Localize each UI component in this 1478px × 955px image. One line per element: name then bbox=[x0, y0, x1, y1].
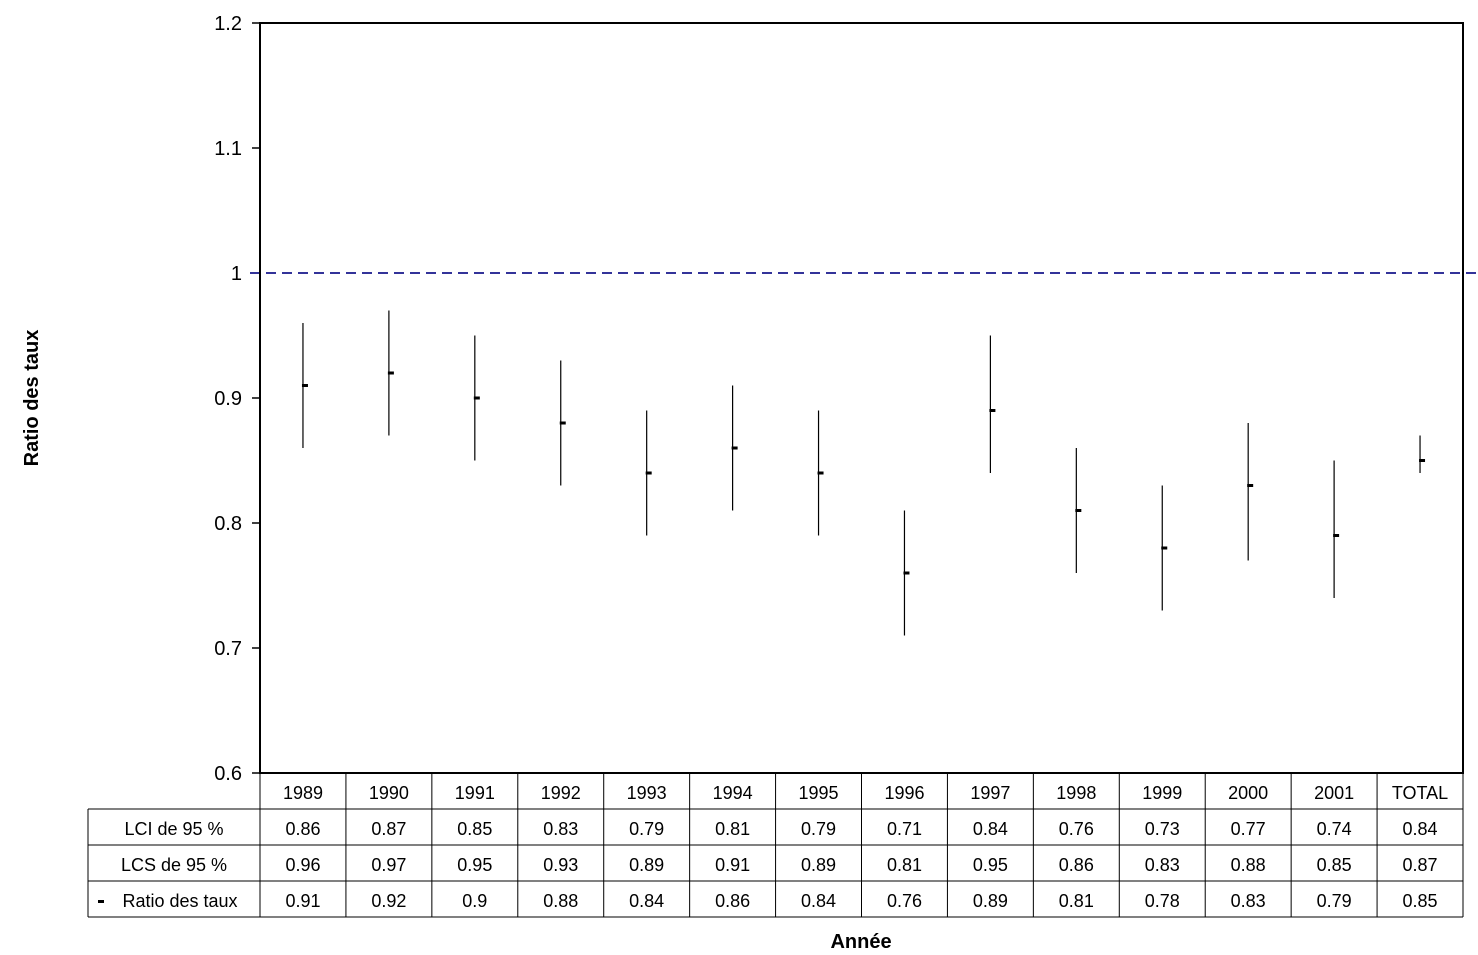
table-value-cell: 0.81 bbox=[887, 855, 922, 875]
table-row-label: LCS de 95 % bbox=[121, 855, 227, 875]
table-value-cell: 0.89 bbox=[973, 891, 1008, 911]
table-header-cell: 1992 bbox=[541, 783, 581, 803]
table-value-cell: 0.91 bbox=[285, 891, 320, 911]
table-header-cell: 1999 bbox=[1142, 783, 1182, 803]
table-value-cell: 0.9 bbox=[462, 891, 487, 911]
y-axis-label: Ratio des taux bbox=[21, 330, 43, 467]
x-axis-label: Année bbox=[830, 931, 891, 953]
data-table: 1989 1990 1991 1992 1993 1994 1995 1996 1997 1998… bbox=[87, 773, 1464, 918]
y-axis-ticks: 0.6 0.7 0.8 0.9 1 1.1 1.2 bbox=[214, 13, 260, 785]
table-header-cell: 1993 bbox=[627, 783, 667, 803]
y-tick-label: 0.9 bbox=[214, 388, 242, 410]
table-header-cell: 1989 bbox=[283, 783, 323, 803]
y-tick-label: 0.8 bbox=[214, 513, 242, 535]
ratio-marker bbox=[989, 409, 996, 412]
table-value-cell: 0.83 bbox=[1145, 855, 1180, 875]
table-value-cell: 0.88 bbox=[1231, 855, 1266, 875]
table-value-cell: 0.79 bbox=[629, 819, 664, 839]
data-marks bbox=[301, 310, 1426, 636]
table-header-cell: 1998 bbox=[1056, 783, 1096, 803]
table-value-cell: 0.79 bbox=[1317, 891, 1352, 911]
table-row-label: LCI de 95 % bbox=[124, 819, 223, 839]
ratio-marker bbox=[817, 471, 824, 475]
table-value-cell: 0.89 bbox=[801, 855, 836, 875]
table-value-cell: 0.77 bbox=[1231, 819, 1266, 839]
ratio-marker bbox=[1333, 534, 1340, 537]
table-value-cell: 0.86 bbox=[715, 891, 750, 911]
table-value-cell: 0.89 bbox=[629, 855, 664, 875]
y-tick-label: 1.1 bbox=[214, 138, 242, 160]
table-header-cell: 1996 bbox=[884, 783, 924, 803]
ratio-marker bbox=[559, 421, 566, 425]
table-value-cell: 0.76 bbox=[887, 891, 922, 911]
table-value-cell: 0.84 bbox=[1403, 819, 1438, 839]
ratio-marker bbox=[903, 571, 910, 575]
table-value-cell: 0.83 bbox=[1231, 891, 1266, 911]
table-value-cell: 0.73 bbox=[1145, 819, 1180, 839]
table-header-cell: 1997 bbox=[970, 783, 1010, 803]
plot-area-frame bbox=[259, 22, 1464, 774]
table-header-cell: 2000 bbox=[1228, 783, 1268, 803]
table-value-cell: 0.95 bbox=[457, 855, 492, 875]
table-value-cell: 0.79 bbox=[801, 819, 836, 839]
ratio-marker bbox=[1075, 509, 1082, 512]
table-header-cell: TOTAL bbox=[1392, 783, 1448, 803]
table-value-cell: 0.85 bbox=[457, 819, 492, 839]
table-value-cell: 0.95 bbox=[973, 855, 1008, 875]
table-value-cell: 0.92 bbox=[371, 891, 406, 911]
ratio-marker bbox=[301, 384, 308, 387]
ratio-marker bbox=[387, 371, 394, 375]
ratio-marker bbox=[1161, 546, 1168, 550]
table-value-cell: 0.84 bbox=[973, 819, 1008, 839]
table-header-cell: 1991 bbox=[455, 783, 495, 803]
ratio-marker bbox=[473, 396, 480, 400]
table-header-cell: 1995 bbox=[799, 783, 839, 803]
table-value-cell: 0.97 bbox=[371, 855, 406, 875]
table-value-cell: 0.88 bbox=[543, 891, 578, 911]
table-value-cell: 0.86 bbox=[285, 819, 320, 839]
y-tick-label: 0.6 bbox=[214, 763, 242, 785]
table-value-cell: 0.91 bbox=[715, 855, 750, 875]
table-header-cell: 1990 bbox=[369, 783, 409, 803]
table-value-cell: 0.74 bbox=[1317, 819, 1352, 839]
legend-marker bbox=[98, 900, 104, 903]
y-tick-label: 1 bbox=[231, 263, 242, 285]
table-header-cell: 1994 bbox=[713, 783, 753, 803]
table-value-cell: 0.81 bbox=[1059, 891, 1094, 911]
table-row-label: Ratio des taux bbox=[122, 891, 237, 911]
table-value-cell: 0.71 bbox=[887, 819, 922, 839]
ratio-marker bbox=[645, 471, 652, 475]
table-value-cell: 0.96 bbox=[285, 855, 320, 875]
y-tick-label: 1.2 bbox=[214, 13, 242, 35]
table-value-cell: 0.85 bbox=[1403, 891, 1438, 911]
table-value-cell: 0.87 bbox=[1403, 855, 1438, 875]
ratio-marker bbox=[1247, 484, 1254, 487]
table-value-cell: 0.84 bbox=[629, 891, 664, 911]
table-value-cell: 0.85 bbox=[1317, 855, 1352, 875]
table-value-cell: 0.78 bbox=[1145, 891, 1180, 911]
table-value-cell: 0.81 bbox=[715, 819, 750, 839]
table-header-cell: 2001 bbox=[1314, 783, 1354, 803]
table-value-cell: 0.84 bbox=[801, 891, 836, 911]
table-value-cell: 0.87 bbox=[371, 819, 406, 839]
table-value-cell: 0.93 bbox=[543, 855, 578, 875]
y-tick-label: 0.7 bbox=[214, 638, 242, 660]
table-value-cell: 0.86 bbox=[1059, 855, 1094, 875]
table-value-cell: 0.76 bbox=[1059, 819, 1094, 839]
ratio-marker bbox=[731, 446, 738, 450]
ratio-marker bbox=[1419, 459, 1426, 462]
table-value-cell: 0.83 bbox=[543, 819, 578, 839]
